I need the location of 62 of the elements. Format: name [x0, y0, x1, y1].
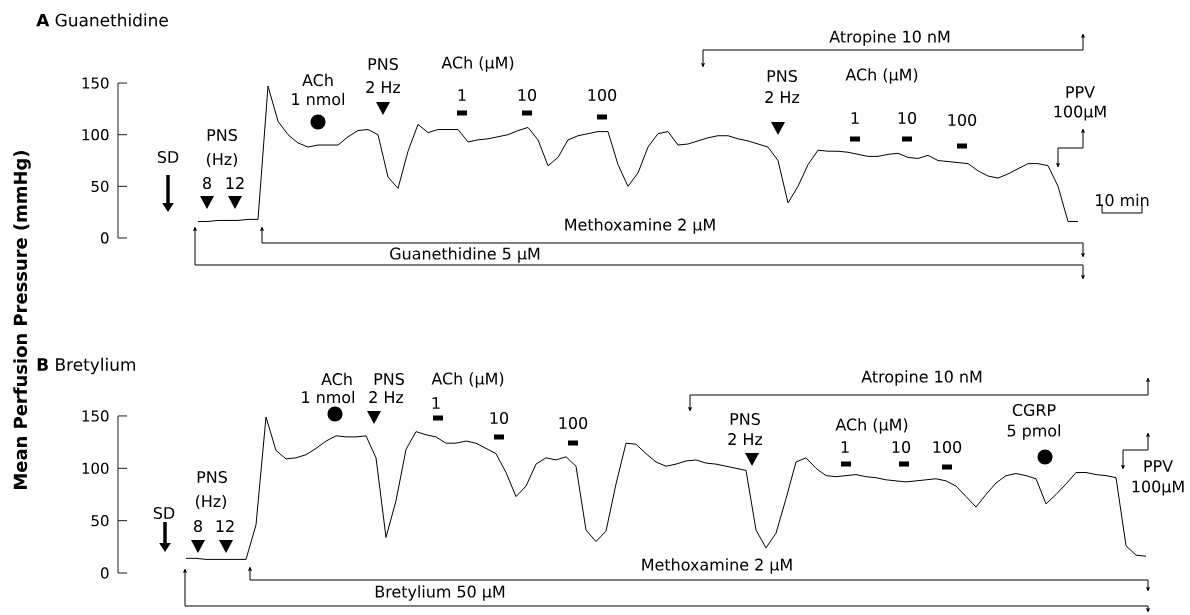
annotation: 10 [892, 440, 911, 454]
annotation: 100 [559, 416, 588, 430]
annotation: 10 [518, 88, 537, 102]
annotation: PPV [1144, 460, 1173, 472]
chart-title: B Bretylium [37, 357, 136, 375]
annotation: 2 Hz [366, 81, 401, 93]
annotation: 1 [458, 89, 466, 101]
annotation: CGRP [1012, 403, 1056, 417]
y-tick-label: 150 [82, 77, 109, 89]
annotation: 1 [841, 441, 849, 453]
text: PNS [374, 372, 404, 386]
annotation: 10 [898, 111, 917, 125]
annotation: 100 [588, 88, 617, 102]
text: ACh (μM) [431, 372, 504, 388]
text: 1 [432, 397, 440, 409]
annotation: 10 [490, 411, 509, 425]
y-tick-label: 0 [100, 567, 109, 579]
text: 2 Hz [369, 391, 404, 403]
y-tick-label: 100 [82, 462, 109, 474]
annotation: 100 [933, 440, 962, 454]
annotation: 1 [851, 112, 859, 124]
text: SD [153, 506, 175, 520]
text: Bretylium 50 μM [375, 585, 505, 601]
annotation: 8 [203, 176, 211, 190]
text: PNS [767, 69, 797, 83]
annotation: 8 [194, 519, 202, 533]
annotation: PPV [1066, 86, 1095, 98]
text: Atropine 10 nM [829, 30, 950, 46]
annotation: (Hz) [206, 152, 238, 168]
annotation: PNS [207, 128, 237, 142]
annotation: PNS [730, 412, 760, 426]
annotation: Methoxamine 2 μM [565, 218, 715, 234]
annotation: Methoxamine 2 μM [642, 558, 792, 574]
text: SD [157, 150, 179, 164]
text: ACh (μM) [441, 56, 514, 72]
y-tick-label: 50 [91, 180, 109, 192]
annotation: 5 pmol [1007, 424, 1061, 440]
text: Atropine 10 nM [861, 370, 982, 386]
annotation: 12 [216, 520, 234, 532]
text: 10 min [1096, 193, 1149, 207]
y-tick-label: 50 [91, 515, 109, 527]
text: PNS [368, 57, 398, 71]
y-tick-label: 0 [100, 232, 109, 244]
annotation: (Hz) [195, 494, 227, 510]
annotation: ACh (μM) [835, 418, 908, 434]
annotation: 100μM [1132, 480, 1184, 496]
annotation: ACh [302, 73, 333, 87]
annotation: 12 [226, 177, 244, 189]
annotation: 2 Hz [765, 91, 800, 103]
text: ACh [321, 372, 352, 386]
annotation: PNS [197, 470, 227, 484]
text: 1 nmol [302, 390, 355, 404]
y-axis-title: Mean Perfusion Pressure (mmHg) [13, 151, 31, 489]
annotation: 100μM [1054, 105, 1106, 121]
y-tick-label: 150 [82, 410, 109, 422]
text: Guanethidine 5 μM [390, 247, 540, 263]
annotation: 100 [948, 113, 977, 127]
annotation: ACh (μM) [845, 68, 918, 84]
y-tick-label: 100 [82, 129, 109, 141]
annotation: 2 Hz [728, 433, 763, 445]
annotation: 1 nmol [292, 92, 345, 106]
chart-title: A Guanethidine [36, 13, 168, 27]
